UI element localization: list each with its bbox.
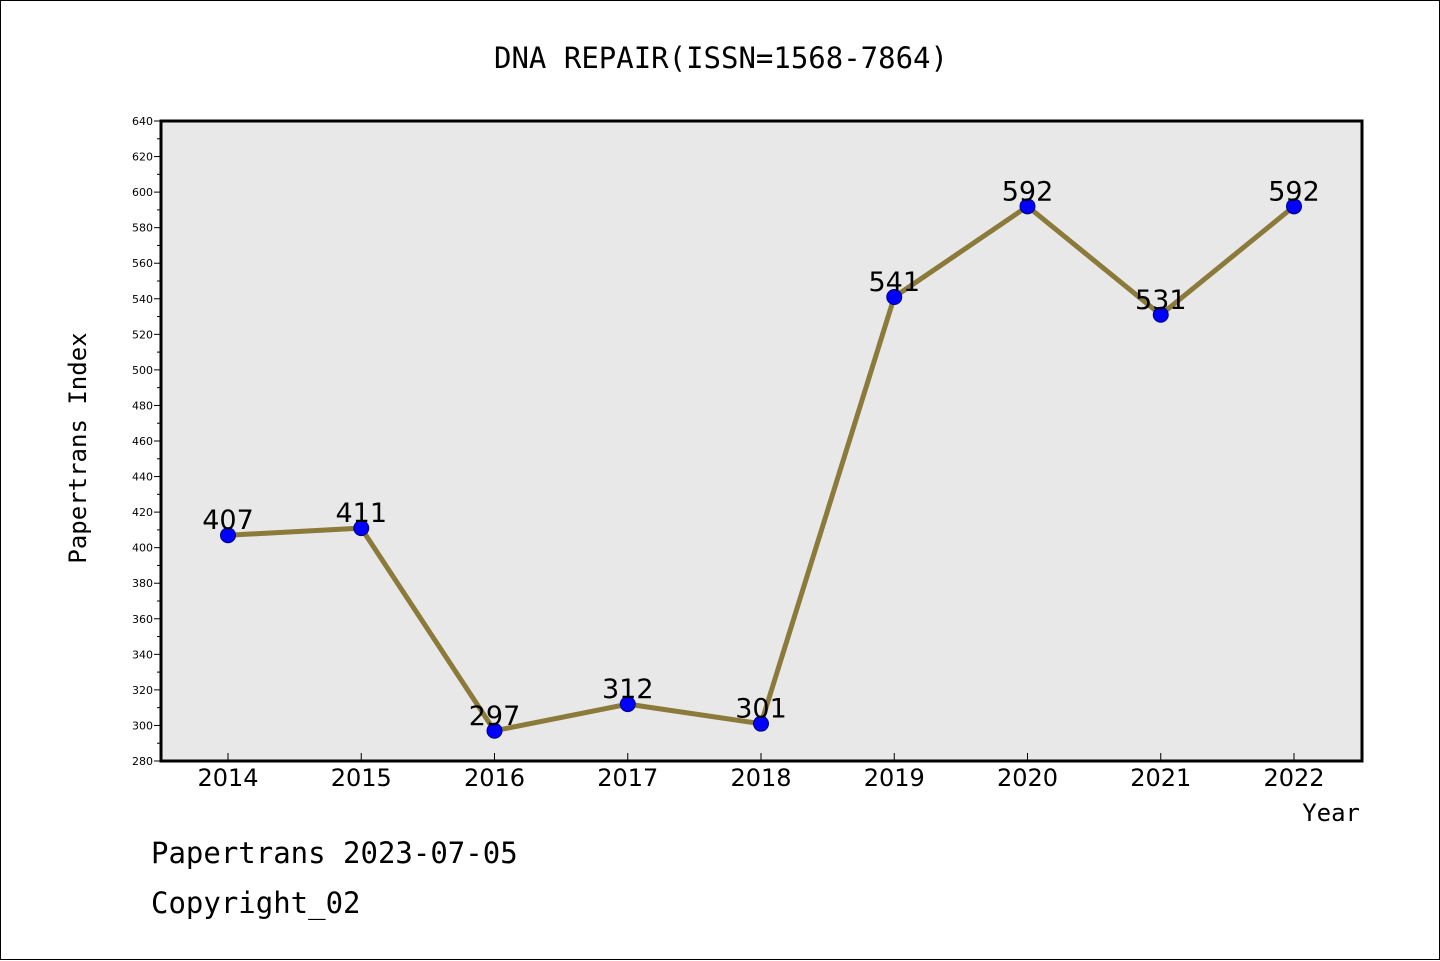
data-label: 411 [335, 498, 387, 529]
data-point-marker [353, 520, 370, 537]
data-label: 592 [1268, 176, 1320, 207]
x-axis-label: Year [1302, 799, 1360, 827]
data-point-marker [886, 289, 903, 305]
y-tick-label: 560 [132, 257, 153, 270]
y-axis-label: Papertrans Index [64, 332, 92, 563]
y-tick-label: 420 [132, 506, 153, 519]
x-tick-label: 2021 [1130, 764, 1191, 792]
data-label: 592 [1002, 176, 1054, 207]
x-tick-label: 2019 [864, 764, 925, 792]
y-tick-label: 620 [132, 151, 153, 164]
data-point-marker [1019, 198, 1036, 215]
data-label: 312 [602, 674, 654, 705]
y-tick-label: 340 [132, 648, 153, 661]
y-tick-label: 480 [132, 399, 153, 412]
data-label: 407 [202, 505, 254, 536]
data-label: 301 [735, 694, 787, 725]
plot-area [159, 119, 1364, 763]
y-tick-label: 440 [132, 471, 153, 484]
y-tick-label: 500 [132, 364, 153, 377]
data-label: 541 [868, 267, 920, 298]
x-axis: 2014 2015 2016 2017 2018 2019 2020 2021 2022 [197, 753, 1325, 792]
data-point-marker [753, 715, 769, 732]
y-tick-label: 280 [132, 755, 153, 768]
data-point-marker [1152, 306, 1169, 323]
y-tick-label: 580 [132, 222, 153, 235]
footer-copyright-text: Copyright_02 [151, 886, 361, 920]
series-papertrans-index: 407 411 297 312 301 541 592 531 592 [202, 176, 1320, 739]
x-tick-label: 2015 [331, 764, 392, 792]
y-tick-label: 320 [132, 684, 153, 697]
y-tick-label: 520 [132, 328, 153, 341]
x-tick-label: 2022 [1263, 764, 1324, 792]
footer-date-text: Papertrans 2023-07-05 [151, 836, 518, 870]
data-point-marker [220, 527, 236, 544]
x-tick-label: 2020 [997, 764, 1058, 792]
data-label: 297 [469, 701, 521, 732]
x-tick-label: 2014 [197, 764, 258, 792]
x-tick-label: 2017 [597, 764, 658, 792]
x-tick-label: 2016 [464, 764, 525, 792]
y-tick-label: 460 [132, 435, 153, 448]
y-tick-label: 360 [132, 613, 153, 626]
data-point-marker [619, 696, 636, 713]
y-tick-label: 300 [132, 719, 153, 732]
y-tick-label: 380 [132, 577, 153, 590]
chart-title: DNA REPAIR(ISSN=1568-7864) [494, 41, 948, 75]
y-tick-label: 400 [132, 542, 153, 555]
data-label: 531 [1135, 285, 1187, 316]
data-point-marker [486, 722, 503, 739]
y-tick-label: 540 [132, 293, 153, 306]
y-tick-label: 640 [132, 115, 153, 128]
x-tick-label: 2018 [730, 764, 791, 792]
data-point-marker [1286, 198, 1302, 215]
y-tick-label: 600 [132, 186, 153, 199]
y-axis: 280 300 320 340 360 380 400 420 440 460 480 500 520 5… [132, 115, 161, 768]
